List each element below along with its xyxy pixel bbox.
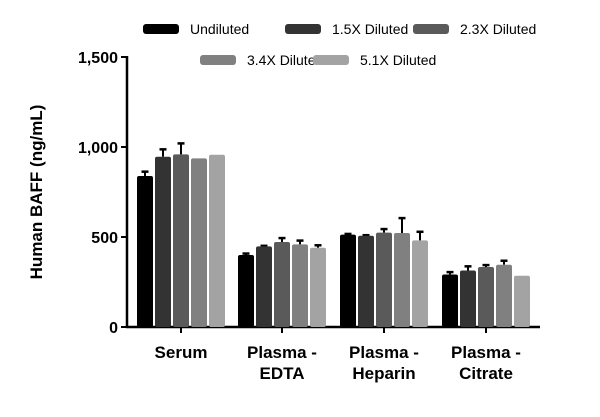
y-axis-label: Human BAFF (ng/mL) [27,105,46,280]
legend-swatch [413,24,449,34]
legend-swatch [200,55,236,65]
legend-label: 1.5X Diluted [332,21,408,37]
bar [137,175,153,327]
bar [173,154,189,327]
legend-swatch [313,55,349,65]
bar [394,233,410,327]
bar [292,244,308,327]
bar [310,247,326,327]
bar [209,154,225,327]
bar [496,264,512,327]
y-tick-label: 1,500 [78,50,118,67]
bar [376,232,392,327]
bar [514,275,530,327]
legend-label: Undiluted [190,21,249,37]
x-tick-label: Plasma - [451,343,521,362]
bar [442,274,458,327]
x-tick-label: Heparin [352,364,415,383]
legend-label: 2.3X Diluted [460,21,536,37]
legend-swatch [285,24,321,34]
bar [155,156,171,327]
bar [238,255,254,327]
bar [460,270,476,327]
bar [358,235,374,327]
bar [412,240,428,327]
y-tick-label: 1,000 [78,140,118,157]
legend-swatch [143,24,179,34]
legend-label: 3.4X Diluted [247,52,323,68]
y-tick-label: 0 [109,320,118,337]
x-tick-label: EDTA [259,364,304,383]
x-tick-label: Plasma - [349,343,419,362]
bar [340,234,356,327]
x-tick-label: Serum [155,343,208,362]
y-tick-label: 500 [91,230,118,247]
legend-label: 5.1X Diluted [360,52,436,68]
x-tick-label: Citrate [459,364,513,383]
bar [274,242,290,327]
bar [256,246,272,327]
bar [191,158,207,327]
x-tick-label: Plasma - [247,343,317,362]
bar [478,267,494,327]
plot-area: 0 500 1,000 1,500 Serum Plasma - EDTA Plasma - H… [78,50,540,383]
legend: Undiluted 1.5X Diluted 2.3X Diluted 3.4X Di… [143,21,536,68]
